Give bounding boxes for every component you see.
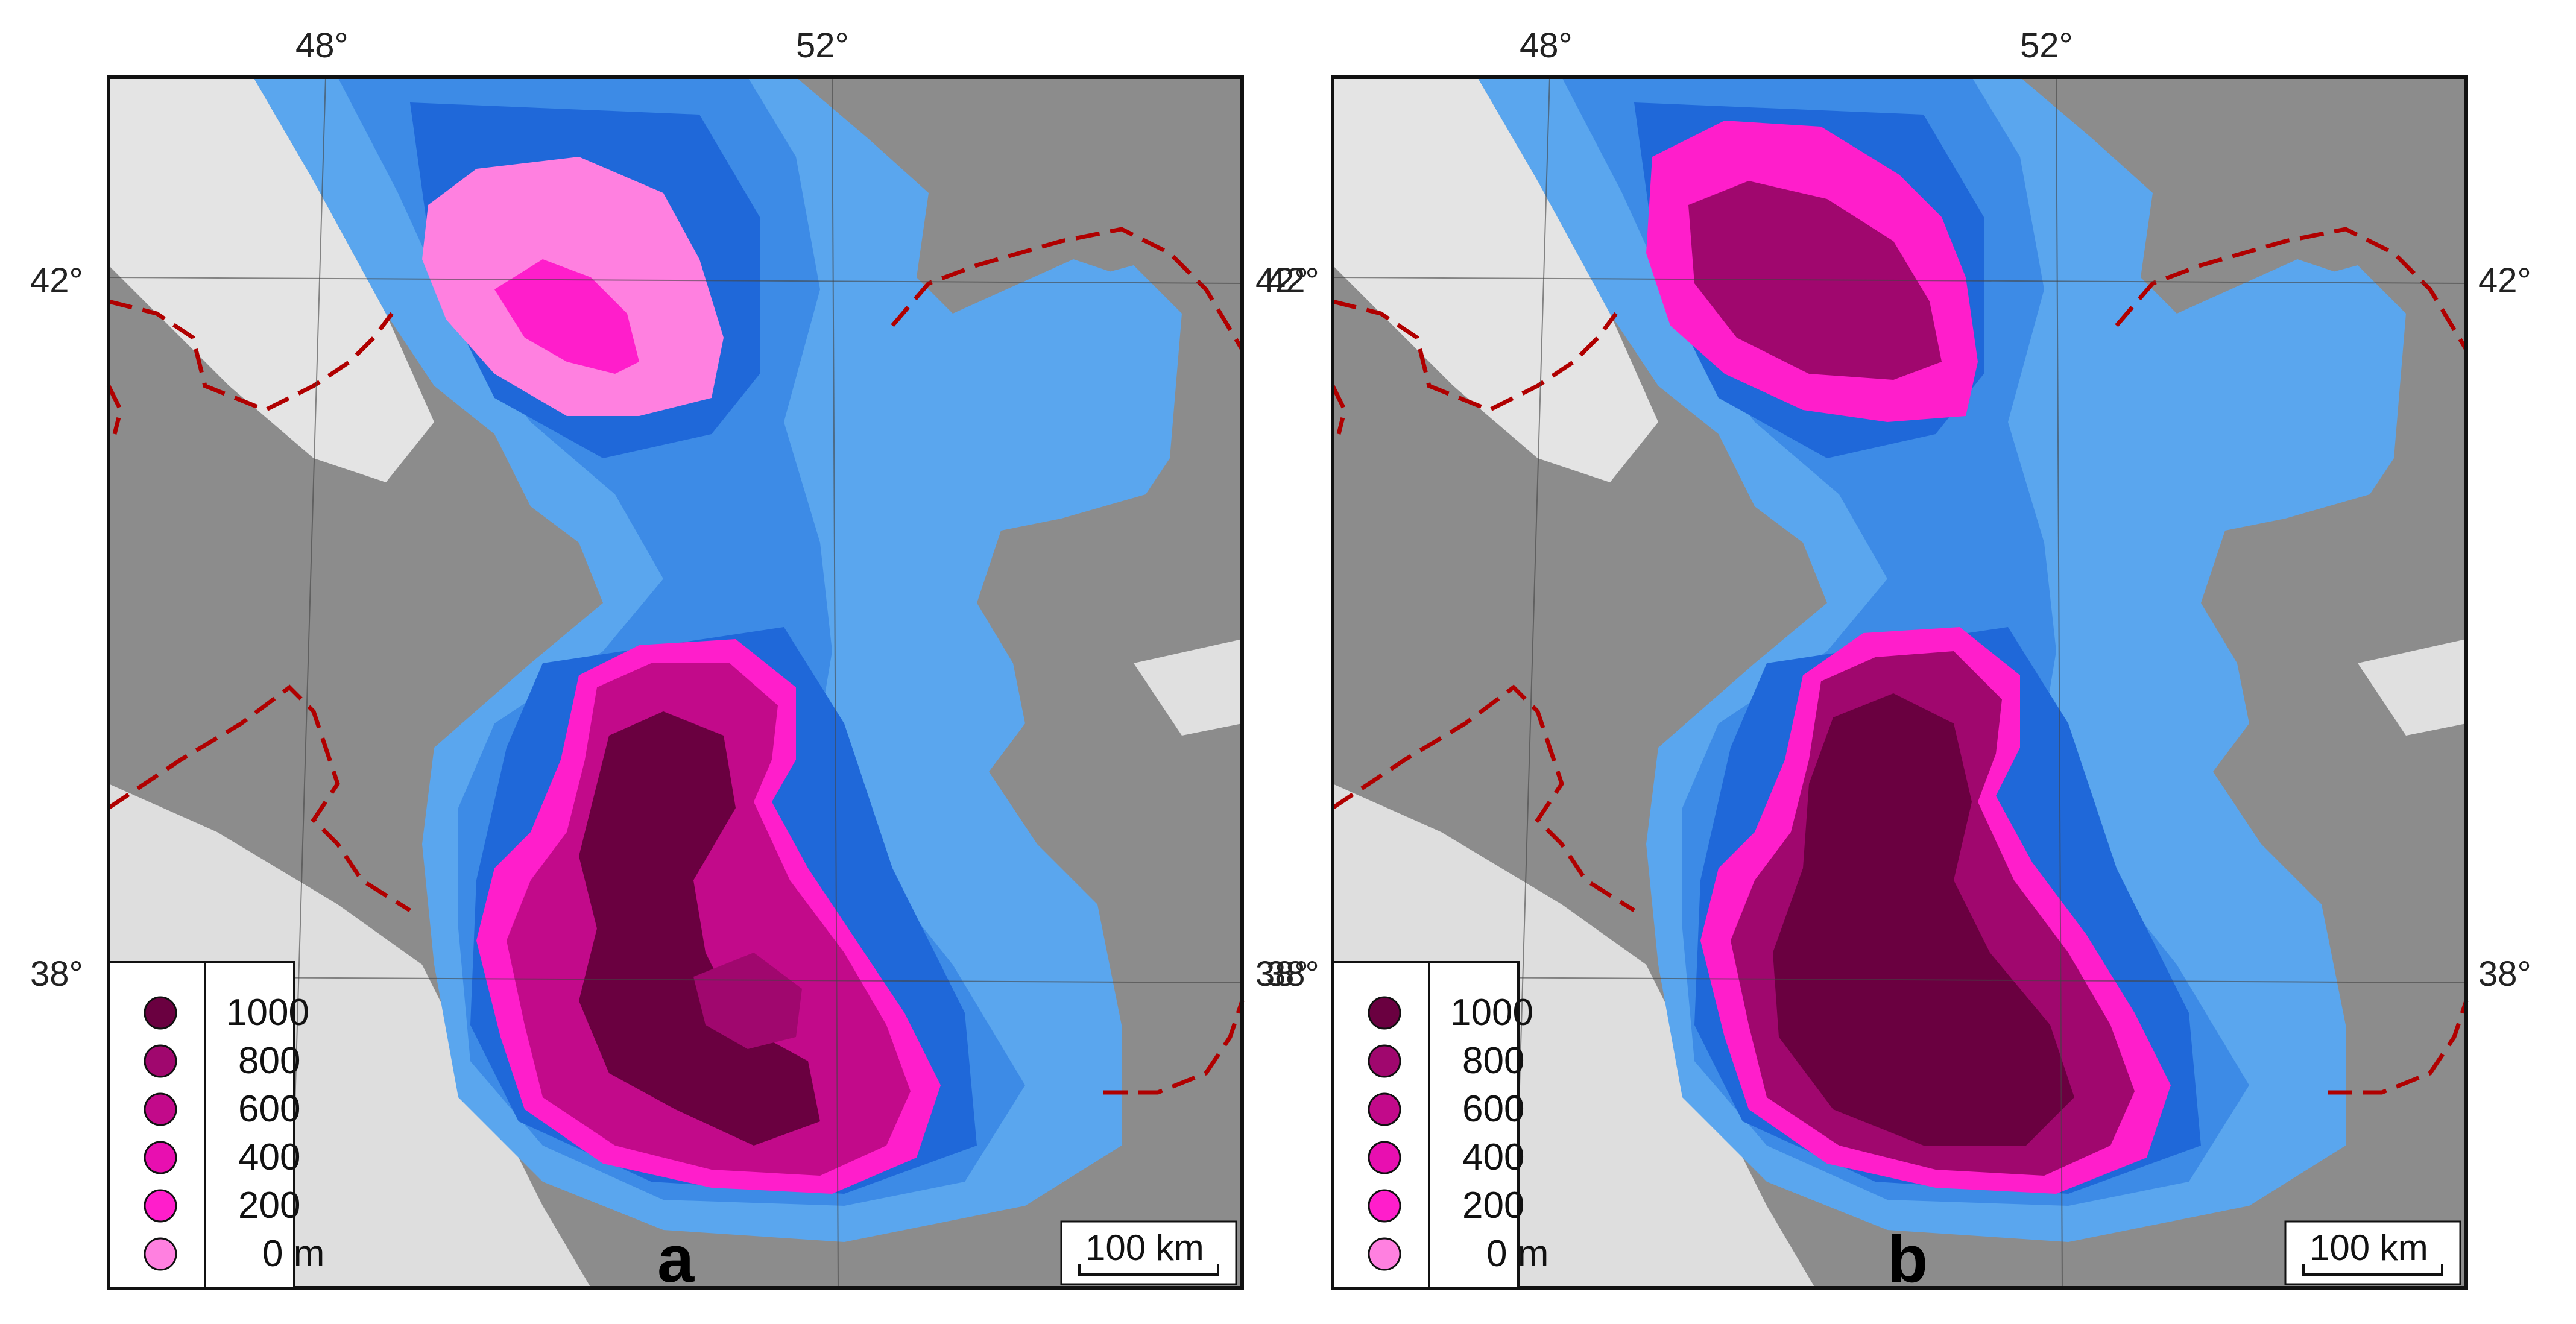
boundary-line [1103,1000,1245,1095]
legend-swatch-200 [1368,1189,1401,1223]
legend-swatch-1000 [1368,996,1401,1030]
panel-label-a: a [657,1222,695,1296]
scale-bar [1078,1264,1219,1276]
boundary-line [1330,385,1347,435]
legend-swatch-800 [1368,1044,1401,1078]
boundary-line [1332,299,1618,412]
legend-label: 200 [238,1185,300,1226]
graticule-line [108,976,1243,983]
map-a: 48° 52° 42° 38° 1000 800 600 400 200 0 m… [30,26,1245,1296]
graticule-line [108,277,1243,284]
panel-label-b: b [1887,1222,1928,1296]
legend-swatch-1000 [144,996,177,1030]
legend-label: 1000 [1450,992,1533,1033]
legend-box [107,961,295,1289]
lat-label-right-38: 38° [1255,954,1309,994]
graticule-line [2056,77,2063,1288]
lon-label-52: 52° [796,26,849,65]
lat-label-left-42: 42° [30,261,83,300]
graticule-line [832,77,839,1288]
boundary-line [108,299,394,412]
legend-label: 400 [238,1136,300,1178]
legend-label: 0 m [1486,1233,1548,1275]
scale-label: 100 km [2309,1228,2428,1268]
legend-label: 0 m [262,1233,324,1275]
legend-swatch-400 [1368,1141,1401,1174]
boundary-line [106,385,123,435]
lat-label-right-42: 42° [1255,261,1309,300]
lon-label-52: 52° [2020,26,2073,65]
boundary-line [107,684,411,912]
oil-slick-south-800m [693,953,802,1049]
mountain-east [2358,639,2466,736]
lat-label-left-38: 38° [1266,954,1319,994]
map-frame [107,75,1244,1290]
legend-box [1331,961,1520,1289]
legend-swatch-0 [144,1237,177,1271]
oil-slick-north-200m [494,259,639,374]
legend-label: 600 [238,1088,300,1130]
mountain-highland [1333,77,1658,482]
boundary-line [1331,684,1635,912]
kara-bogaz-gulf [2177,259,2394,506]
legend-swatch-800 [144,1044,177,1078]
legend-label: 800 [1462,1040,1524,1082]
mountain-east [1134,639,1242,736]
legend-label: 400 [1462,1136,1524,1178]
legend-label: 800 [238,1040,300,1082]
graticule-line [1332,277,2467,284]
graticule-line [1332,976,2467,983]
map-panel-a: 48° 52° 42° 38° 1000 800 600 400 200 0 m… [0,0,1266,1324]
lat-label-left-42: 42° [1266,261,1319,300]
oil-slick-south-1000m [1773,693,2074,1146]
legend-swatch-400 [144,1141,177,1174]
legend-swatch-600 [1368,1092,1401,1126]
legend-swatch-600 [144,1092,177,1126]
lat-label-left-38: 38° [30,954,83,994]
lon-label-48: 48° [295,26,349,65]
legend-swatch-0 [1368,1237,1401,1271]
map-frame [1331,75,2468,1290]
scale-bar [2302,1264,2443,1276]
mountain-highland [109,77,434,482]
boundary-line [2328,1000,2469,1095]
lat-label-right-38: 38° [2478,954,2531,994]
map-b: 48° 52° 42° 38° 42° 38° 1000 800 600 400… [1266,26,2531,1296]
legend-label: 1000 [226,992,309,1033]
lat-label-right-42: 42° [2478,261,2531,300]
legend-swatch-200 [144,1189,177,1223]
kara-bogaz-gulf [953,259,1170,506]
scale-label: 100 km [1085,1228,1204,1268]
panel-a-right-labels: 42° 38° [1255,261,1309,994]
lon-label-48: 48° [1520,26,1573,65]
legend-label: 600 [1462,1088,1524,1130]
map-panel-b: 48° 52° 42° 38° 42° 38° 1000 800 600 400… [1230,0,2531,1324]
legend-label: 200 [1462,1185,1524,1226]
